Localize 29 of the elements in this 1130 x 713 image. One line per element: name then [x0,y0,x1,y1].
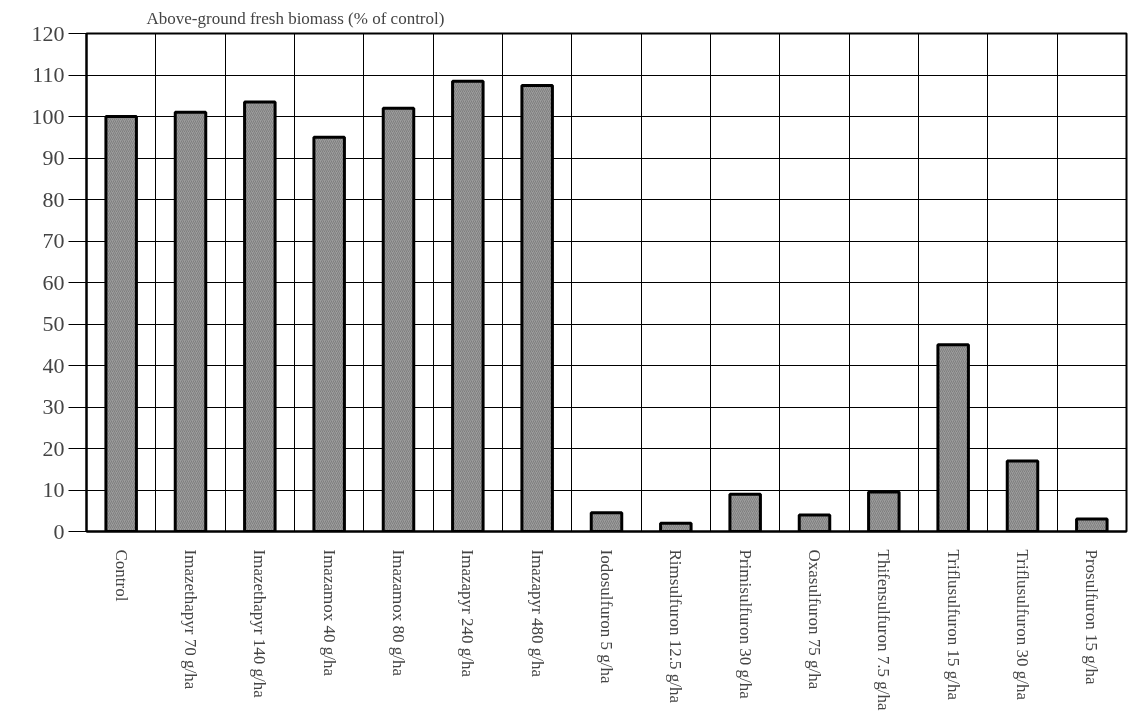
y-tick-label: 10 [42,477,65,502]
y-tick-label: 70 [42,228,65,253]
y-tick-label: 110 [32,62,65,87]
y-tick-label: 40 [42,352,65,378]
x-tick-label: Imazethapyr 140 g/ha [250,549,270,699]
y-tick-label: 60 [42,269,65,295]
y-tick-label: 50 [42,311,65,336]
x-tick-label: Iodosulfuron 5 g/ha [597,549,616,685]
x-tick-label: Rimsulfuron 12.5 g/ha [666,549,686,704]
y-tick-label: 100 [31,103,65,129]
y-tick-label: 80 [42,186,65,212]
y-tick-label: 20 [42,435,65,461]
x-tick-label: Thifensulfuron 7.5 g/ha [874,549,894,711]
y-tick-label: 0 [53,518,65,544]
x-tick-label: Primisulfuron 30 g/ha [735,549,755,700]
x-tick-label: Imazapyr 240 g/ha [458,549,478,678]
x-tick-label: Prosulfuron 15 g/ha [1082,549,1102,685]
x-tick-label: Imazapyr 480 g/ha [527,549,547,678]
y-tick-label: 120 [31,20,65,46]
y-axis-title: Above-ground fresh biomass (% of control) [146,8,445,28]
x-tick-label: Imazamox 40 g/ha [319,549,339,677]
x-tick-label: Control [111,549,131,602]
x-tick-label: Imazamox 80 g/ha [389,549,408,677]
x-tick-label: Oxasulfuron 75 g/ha [805,549,824,690]
x-tick-label: Triflusulfuron 30 g/ha [1013,549,1032,701]
y-tick-label: 30 [42,394,65,419]
x-tick-label: Imazethapyr 70 g/ha [181,549,200,690]
y-tick-label: 90 [42,145,65,170]
x-tick-label: Triflusulfuron 15 g/ha [943,549,963,701]
